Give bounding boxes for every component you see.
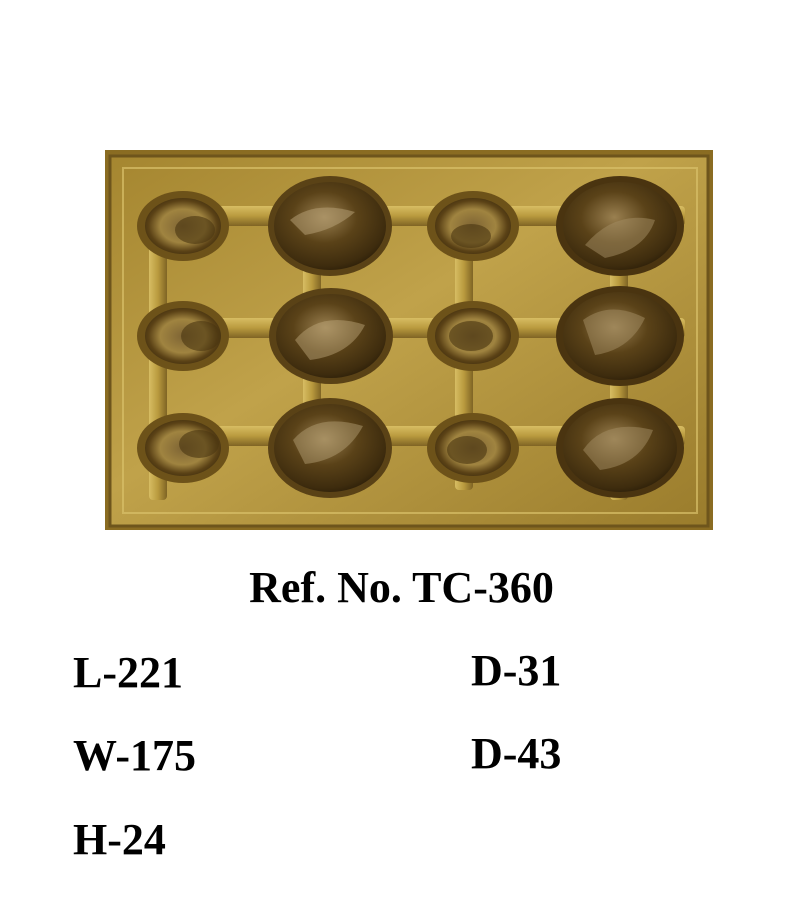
spec-diameter-small: D-31 bbox=[471, 646, 562, 695]
cavity-r2-c4 bbox=[556, 286, 684, 386]
cavity-r1-c3 bbox=[427, 191, 519, 261]
reference-number: Ref. No. TC-360 bbox=[249, 563, 554, 612]
cavity-r1-c4 bbox=[556, 176, 684, 276]
cavity-r1-c2 bbox=[268, 176, 392, 276]
cavity-r3-c2 bbox=[268, 398, 392, 498]
cavity-r2-c1 bbox=[137, 301, 229, 371]
spec-width: W-175 bbox=[73, 731, 197, 780]
tray-photo bbox=[105, 150, 713, 530]
cavity-r1-c1 bbox=[137, 191, 229, 261]
spec-diameter-large: D-43 bbox=[471, 729, 562, 778]
cavity-r2-c2 bbox=[269, 288, 393, 384]
cavity-r3-c4 bbox=[556, 398, 684, 498]
cavity-r3-c3 bbox=[427, 413, 519, 483]
spec-length: L-221 bbox=[73, 648, 183, 697]
cavity-r3-c1 bbox=[137, 413, 229, 483]
spec-height: H-24 bbox=[73, 815, 166, 864]
cavity-r2-c3 bbox=[427, 301, 519, 371]
